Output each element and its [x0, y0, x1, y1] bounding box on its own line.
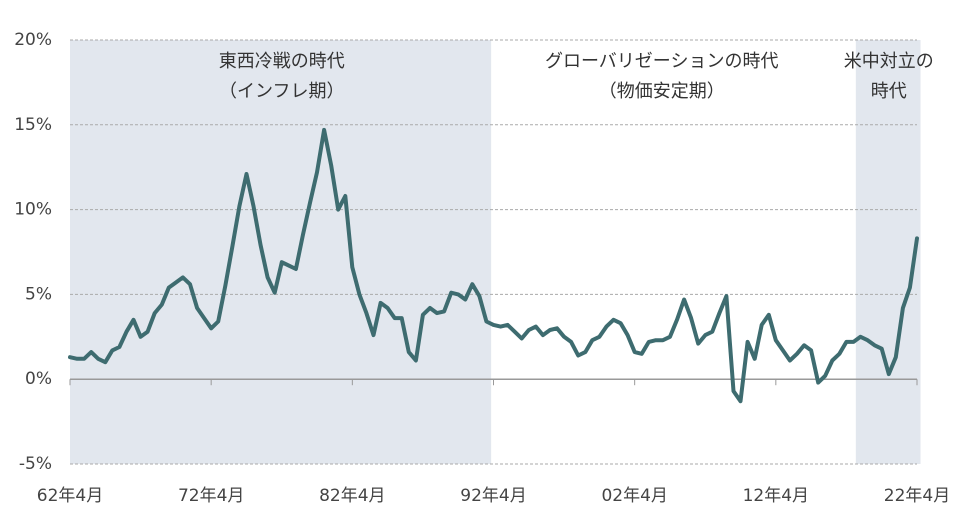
era-label: （インフレ期） — [219, 81, 344, 102]
y-tick-label: 10% — [14, 200, 52, 220]
shaded-period — [70, 40, 492, 464]
x-tick-label: 92年4月 — [460, 486, 526, 506]
shaded-period — [855, 40, 921, 464]
era-label: 米中対立の — [844, 51, 934, 72]
era-label: 東西冷戦の時代 — [219, 51, 345, 72]
y-tick-label: 0% — [25, 369, 52, 389]
x-tick-label: 62年4月 — [37, 486, 103, 506]
era-label: グローバリゼーションの時代 — [545, 51, 778, 72]
x-tick-label: 12年4月 — [743, 486, 809, 506]
y-tick-label: 5% — [25, 284, 52, 304]
inflation-line — [68, 127, 919, 404]
y-tick-label: 15% — [14, 115, 52, 135]
x-tick-label: 82年4月 — [319, 486, 385, 506]
x-tick-label: 72年4月 — [178, 486, 244, 506]
y-tick-label: -5% — [19, 454, 52, 474]
era-label: （物価安定期） — [599, 81, 725, 102]
y-tick-label: 20% — [14, 30, 52, 50]
x-tick-label: 22年4月 — [884, 486, 950, 506]
x-tick-label: 02年4月 — [601, 486, 667, 506]
era-label: 時代 — [871, 81, 907, 102]
